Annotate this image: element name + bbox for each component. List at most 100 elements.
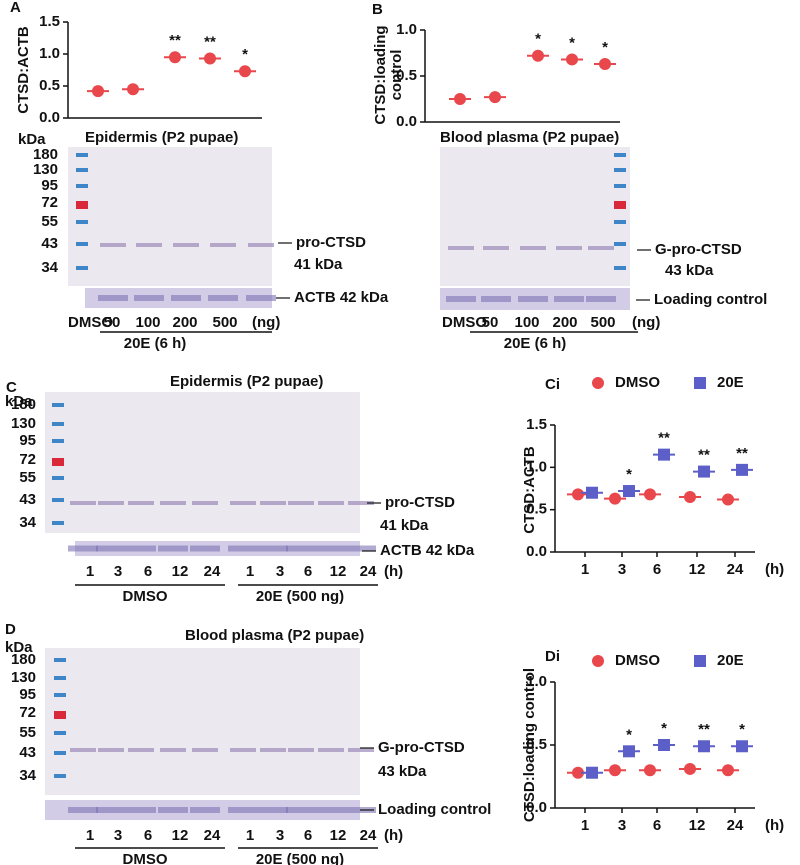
protein-band [160, 501, 186, 505]
data-point [644, 764, 656, 777]
control-band [134, 295, 164, 301]
y-tick-label: 0.5 [39, 77, 60, 94]
data-point [572, 488, 584, 501]
control-band [446, 296, 476, 302]
protein-band [520, 246, 546, 250]
control-band [316, 807, 346, 813]
blot-membrane [45, 648, 360, 795]
protein-band [248, 243, 274, 247]
protein-band [160, 748, 186, 752]
lane-label: 12 [330, 827, 347, 844]
protein-band [483, 246, 509, 250]
y-tick-label: 0.0 [526, 799, 547, 816]
x-tick-label: 6 [653, 817, 661, 834]
y-axis-label: CTSD:loading [372, 25, 389, 124]
ladder-band [52, 521, 64, 525]
legend-marker [694, 377, 706, 389]
protein-band [230, 748, 256, 752]
marker-label: 43 [19, 491, 36, 508]
legend-label: 20E [717, 374, 744, 391]
band-size: 41 kDa [294, 256, 343, 273]
data-point [736, 740, 748, 753]
marker-label: 34 [19, 767, 36, 784]
control-band [228, 545, 258, 552]
data-point [586, 766, 598, 779]
ladder-band [52, 476, 64, 480]
marker-label: 180 [11, 396, 36, 413]
band-label: G-pro-CTSD [655, 241, 742, 258]
data-point [239, 65, 251, 78]
ladder-band [52, 498, 64, 502]
marker-label: 130 [11, 669, 36, 686]
protein-band [588, 246, 614, 250]
ladder-band [54, 676, 66, 680]
marker-label: 43 [41, 235, 58, 252]
lane-label: 3 [114, 563, 122, 580]
data-point [658, 448, 670, 461]
protein-band [70, 501, 96, 505]
x-tick-label: 12 [689, 561, 706, 578]
y-tick-label: 1.0 [39, 45, 60, 62]
lane-label: DMSO [442, 314, 487, 331]
protein-band [348, 501, 374, 505]
control-band [96, 545, 126, 552]
marker-label: 43 [19, 744, 36, 761]
blot-membrane [45, 392, 360, 533]
lane-label: 24 [204, 563, 221, 580]
data-point [623, 745, 635, 758]
significance: * [602, 39, 608, 56]
data-point [454, 93, 466, 105]
significance: ** [698, 447, 710, 464]
control-band [586, 296, 616, 302]
y-tick-label: 1.5 [526, 416, 547, 433]
ladder-band [76, 242, 88, 246]
data-point [698, 740, 710, 753]
protein-band [100, 243, 126, 247]
data-point [489, 91, 501, 104]
significance: * [661, 720, 667, 737]
protein-band [70, 748, 96, 752]
lane-label: 24 [360, 563, 377, 580]
ladder-band [52, 403, 64, 407]
strip-label: ACTB 42 kDa [380, 542, 475, 559]
control-band [68, 545, 98, 552]
protein-band [173, 243, 199, 247]
lane-label: 100 [514, 314, 539, 331]
x-tick-label: 3 [618, 817, 626, 834]
protein-band [288, 501, 314, 505]
lane-label: 50 [104, 314, 121, 331]
protein-band [288, 748, 314, 752]
significance: * [739, 721, 745, 738]
ladder-band [54, 774, 66, 778]
protein-band [128, 501, 154, 505]
band-size: 43 kDa [665, 262, 714, 279]
protein-band [210, 243, 236, 247]
y-tick-label: 0.0 [39, 109, 60, 126]
data-point [92, 85, 104, 98]
lane-unit: (h) [384, 563, 403, 580]
ladder-band [52, 439, 64, 443]
protein-band [348, 748, 374, 752]
protein-band [192, 501, 218, 505]
lane-label: 1 [86, 827, 94, 844]
control-band [346, 545, 376, 552]
strip-label: Loading control [654, 291, 767, 308]
panel-label: A [10, 0, 21, 16]
group-label: 20E (6 h) [124, 335, 187, 352]
data-point [658, 739, 670, 751]
y-tick-label: 0.0 [396, 113, 417, 130]
control-band [190, 545, 220, 552]
control-band [208, 295, 238, 301]
lane-label: 200 [552, 314, 577, 331]
ladder-band [76, 266, 88, 270]
marker-label: 180 [33, 146, 58, 163]
legend-marker [592, 377, 604, 389]
lane-label: 3 [276, 827, 284, 844]
blot-membrane [440, 147, 630, 286]
lane-label: 500 [590, 314, 615, 331]
data-point [609, 492, 621, 505]
lane-unit: (ng) [632, 314, 660, 331]
x-tick-label: 12 [689, 817, 706, 834]
marker-label: 34 [41, 259, 58, 276]
marker-label: 130 [33, 161, 58, 178]
